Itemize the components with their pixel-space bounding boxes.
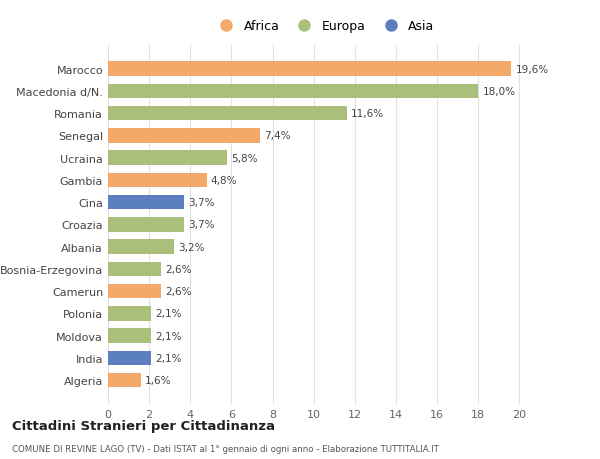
Text: 2,1%: 2,1% (155, 331, 182, 341)
Text: 3,7%: 3,7% (188, 198, 215, 207)
Text: 3,2%: 3,2% (178, 242, 205, 252)
Text: 18,0%: 18,0% (482, 87, 515, 96)
Bar (108, 106, 347, 121)
Text: 2,1%: 2,1% (155, 353, 182, 363)
Text: 5,8%: 5,8% (232, 153, 258, 163)
Text: COMUNE DI REVINE LAGO (TV) - Dati ISTAT al 1° gennaio di ogni anno - Elaborazion: COMUNE DI REVINE LAGO (TV) - Dati ISTAT … (12, 444, 439, 453)
Bar (108, 218, 184, 232)
Text: 11,6%: 11,6% (351, 109, 384, 119)
Text: 3,7%: 3,7% (188, 220, 215, 230)
Bar (108, 84, 478, 99)
Bar (108, 307, 151, 321)
Bar (108, 129, 260, 143)
Bar (108, 62, 511, 77)
Text: 1,6%: 1,6% (145, 375, 172, 386)
Bar (108, 151, 227, 166)
Text: 19,6%: 19,6% (515, 64, 548, 74)
Bar (108, 373, 141, 388)
Bar (108, 173, 207, 188)
Bar (108, 284, 161, 299)
Text: 2,6%: 2,6% (166, 286, 192, 297)
Text: 4,8%: 4,8% (211, 175, 238, 185)
Bar (108, 329, 151, 343)
Text: 2,6%: 2,6% (166, 264, 192, 274)
Legend: Africa, Europa, Asia: Africa, Europa, Asia (210, 17, 438, 37)
Text: Cittadini Stranieri per Cittadinanza: Cittadini Stranieri per Cittadinanza (12, 419, 275, 432)
Bar (108, 196, 184, 210)
Bar (108, 351, 151, 365)
Text: 7,4%: 7,4% (265, 131, 291, 141)
Text: 2,1%: 2,1% (155, 309, 182, 319)
Bar (108, 262, 161, 277)
Bar (108, 240, 174, 254)
